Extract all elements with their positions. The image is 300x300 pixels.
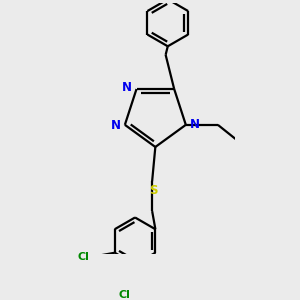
Text: Cl: Cl [77, 252, 89, 262]
Text: N: N [111, 119, 121, 132]
Text: N: N [190, 118, 200, 131]
Text: N: N [122, 81, 132, 94]
Text: S: S [149, 184, 158, 197]
Text: Cl: Cl [118, 290, 130, 300]
